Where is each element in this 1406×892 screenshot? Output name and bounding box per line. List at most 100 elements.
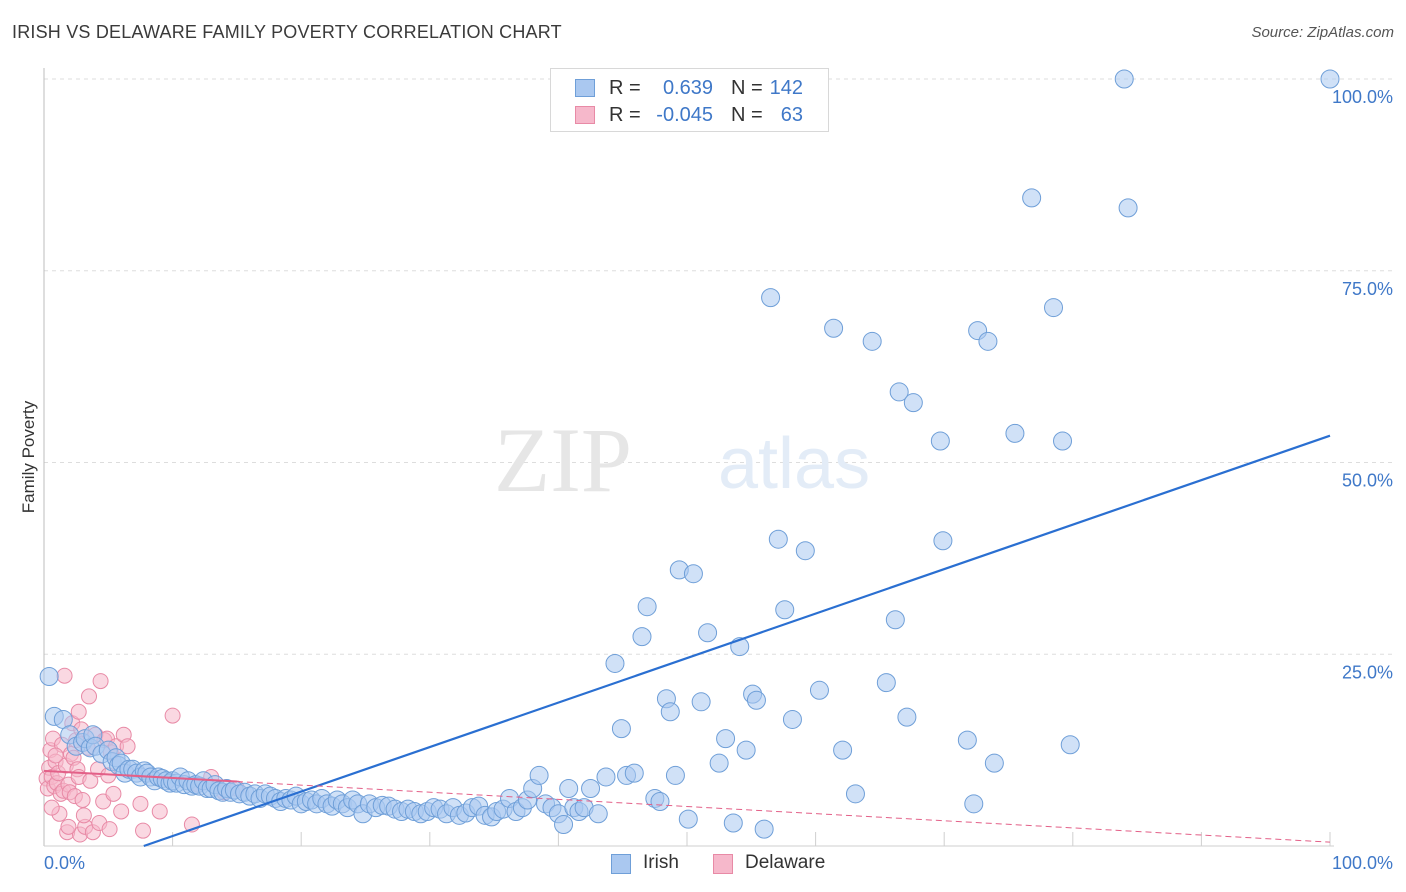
legend-r-label: R =	[609, 104, 641, 126]
stats-legend: R = 0.639 N = 142 R = -0.045 N = 63	[550, 68, 829, 132]
irish-point	[885, 610, 905, 630]
legend-n-value: 63	[780, 104, 803, 126]
y-tick-label: 100.0%	[1332, 87, 1393, 107]
trend-lines	[43, 434, 1331, 848]
irish-point	[637, 597, 657, 617]
irish-point	[716, 729, 736, 749]
irish-point	[581, 778, 601, 798]
irish-point	[559, 778, 579, 798]
irish-point	[709, 753, 729, 773]
delaware-points	[38, 667, 245, 843]
irish-point	[650, 792, 670, 812]
irish-point	[588, 804, 608, 824]
irish-point	[897, 707, 917, 727]
delaware-trend-line-dashed	[236, 781, 1331, 843]
irish-point	[665, 765, 685, 785]
irish-point	[876, 673, 896, 693]
legend-r-value: -0.045	[656, 104, 713, 126]
legend-r-label: R =	[609, 77, 641, 99]
x-tick-label: 0.0%	[44, 853, 85, 873]
delaware-point	[75, 807, 92, 824]
irish-point	[611, 719, 631, 739]
irish-point	[833, 740, 853, 760]
irish-point	[723, 813, 743, 833]
delaware-trend-line	[43, 769, 237, 783]
delaware-legend-label: Delaware	[745, 852, 826, 873]
irish-trend-line	[143, 434, 1331, 848]
delaware-point	[101, 821, 118, 838]
irish-point	[605, 653, 625, 673]
delaware-point	[151, 803, 168, 820]
tick-labels: 25.0% 50.0% 75.0% 100.0% 0.0% 100.0%	[44, 87, 1393, 873]
legend-n-value: 142	[769, 77, 803, 99]
legend-row-irish: R = 0.639 N = 142	[551, 74, 828, 102]
legend-n-label: N =	[731, 104, 763, 126]
irish-legend-swatch	[611, 854, 631, 874]
x-tick-label: 100.0%	[1332, 853, 1393, 873]
irish-point	[845, 784, 865, 804]
irish-point	[632, 627, 652, 647]
irish-point	[1060, 735, 1080, 755]
irish-point	[1005, 423, 1025, 443]
delaware-point	[56, 667, 73, 684]
delaware-point	[70, 703, 87, 720]
irish-point	[1022, 188, 1042, 208]
irish-points	[39, 69, 1340, 839]
irish-point	[596, 767, 616, 787]
irish-point	[39, 666, 59, 686]
delaware-point	[92, 673, 109, 690]
irish-point	[933, 531, 953, 551]
irish-point	[1320, 69, 1340, 89]
delaware-point	[81, 688, 98, 705]
legend-r-value: 0.639	[662, 77, 713, 99]
y-tick-label: 50.0%	[1342, 471, 1393, 491]
irish-legend-label: Irish	[643, 852, 679, 873]
y-tick-label: 75.0%	[1342, 279, 1393, 299]
irish-point	[964, 794, 984, 814]
irish-point	[698, 623, 718, 643]
axes	[43, 68, 1334, 847]
irish-point	[862, 331, 882, 351]
delaware-point	[105, 785, 122, 802]
irish-point	[782, 709, 802, 729]
delaware-point	[119, 738, 136, 755]
delaware-point	[60, 818, 77, 835]
watermark: ZIP atlas	[494, 409, 870, 511]
delaware-swatch	[575, 106, 595, 124]
delaware-point	[135, 822, 152, 839]
y-axis-label: Family Poverty	[19, 400, 38, 513]
irish-point	[736, 740, 756, 760]
irish-point	[761, 288, 781, 308]
delaware-point	[113, 803, 130, 820]
irish-point	[691, 692, 711, 712]
delaware-point	[74, 791, 91, 808]
irish-point	[754, 819, 774, 839]
y-tick-label: 25.0%	[1342, 662, 1393, 682]
delaware-point	[47, 747, 64, 764]
legend-n-label: N =	[731, 77, 763, 99]
irish-point	[683, 564, 703, 584]
irish-point	[1053, 431, 1073, 451]
legend-row-delaware: R = -0.045 N = 63	[551, 101, 828, 129]
delaware-point	[164, 707, 181, 724]
irish-point	[660, 702, 680, 722]
irish-point	[930, 431, 950, 451]
irish-point	[795, 541, 815, 561]
irish-point	[768, 529, 788, 549]
irish-point	[978, 331, 998, 351]
chart-source: Source: ZipAtlas.com	[1251, 24, 1394, 41]
irish-point	[746, 690, 766, 710]
irish-point	[1044, 298, 1064, 318]
irish-point	[775, 600, 795, 620]
irish-point	[957, 730, 977, 750]
irish-point	[984, 753, 1004, 773]
irish-point	[529, 765, 549, 785]
watermark-zip: ZIP	[494, 409, 632, 511]
delaware-point	[132, 795, 149, 812]
irish-point	[903, 393, 923, 413]
chart-title: IRISH VS DELAWARE FAMILY POVERTY CORRELA…	[12, 22, 562, 42]
grid	[44, 78, 1394, 655]
irish-point	[809, 680, 829, 700]
irish-point	[824, 318, 844, 338]
